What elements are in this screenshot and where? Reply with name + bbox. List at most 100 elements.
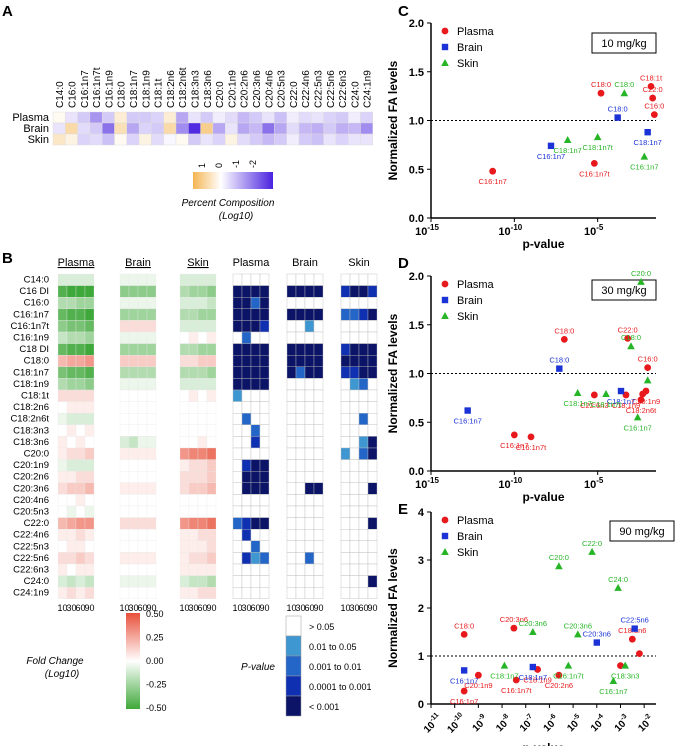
panel-b-p-cell: [295, 459, 306, 472]
panel-b-p-cell: [340, 494, 351, 507]
panel-b-p-cell: [259, 447, 270, 460]
point-label: C16:1n7: [478, 177, 506, 186]
point-label: C16:1n7t: [579, 169, 610, 178]
legend-label: Plasma: [457, 26, 495, 38]
panel-b-fc-cell: [66, 297, 77, 309]
panel-a-cell: [175, 122, 189, 135]
panel-b-fc-cell: [188, 389, 199, 402]
panel-b-fc-cell: [84, 273, 95, 286]
panel-b-fc-cell: [179, 459, 190, 472]
panel-b-p-cell: [349, 308, 360, 321]
panel-b-p-cell: [340, 552, 351, 565]
panel-b-p-cell: [349, 297, 360, 310]
legend-marker: [441, 296, 449, 304]
panel-b-p-cell: [259, 529, 270, 542]
panel-b-p-cell: [358, 540, 369, 553]
panel-b-fc-cell: [206, 540, 217, 553]
panel-b-row-label: C16:1n9: [13, 333, 49, 344]
panel-b-p-legend-label: < 0.001: [309, 702, 339, 712]
panel-b-p-cell: [304, 273, 315, 286]
panel-b-p-cell: [313, 563, 324, 576]
panel-b-p-cell: [286, 505, 297, 518]
panel-b-p-cell: [340, 424, 351, 437]
data-point: [489, 167, 497, 175]
panel-a-cell: [65, 133, 78, 146]
panel-a-col-label: C18:2n6t: [178, 67, 189, 108]
panel-b-fc-cell: [75, 540, 86, 553]
panel-b-p-cell: [241, 413, 252, 426]
panel-a-cell: [348, 122, 361, 135]
panel-b-p-cell: [250, 308, 261, 321]
panel-b-fc-cell: [206, 366, 217, 379]
panel-b-fc-cell: [137, 459, 148, 472]
panel-b-fc-cell: [119, 308, 130, 321]
panel-b-p-cell: [286, 436, 297, 449]
panel-b-fc-cell: [57, 459, 68, 472]
panel-b-p-cell: [304, 331, 315, 344]
panel-b-dose-label: 60: [137, 603, 147, 613]
panel-b-p-cell: [313, 320, 324, 333]
point-label: C16:1n7: [623, 423, 651, 432]
x-tick-label: 10-8: [493, 713, 515, 735]
panel-b-fc-legend-bar: [126, 613, 140, 709]
panel-b-p-cell: [358, 378, 369, 391]
panel-b-fc-cell: [84, 540, 95, 553]
point-label: C18:1n7: [633, 138, 661, 147]
point-label: C18:1n7: [553, 146, 581, 155]
panel-b-fc-cell: [197, 436, 208, 449]
panel-b-p-cell: [232, 308, 243, 321]
panel-b-p-cell: [313, 505, 324, 518]
data-point: [474, 671, 482, 679]
panel-b-p-cell: [295, 273, 306, 286]
data-point: [621, 661, 630, 669]
legend-marker: [441, 280, 449, 288]
panel-b-p-cell: [295, 482, 306, 495]
point-label: C16:1n7t: [553, 672, 584, 681]
panel-b-fc-cell: [146, 563, 157, 576]
panel-a-col-label: C20:2n6: [240, 70, 251, 108]
panel-b-fc-cell: [119, 424, 130, 437]
panel-b-dose-label: 60: [197, 603, 207, 613]
panel-b-row-label: C22:4n6: [13, 530, 49, 541]
panel-b-fc-cell: [179, 355, 190, 367]
point-label: C22:5n6: [621, 616, 649, 625]
panel-b-p-cell: [367, 273, 378, 286]
panel-a-row-label: Plasma: [12, 112, 50, 124]
panel-b-p-cell: [340, 389, 351, 402]
panel-b-fc-cell: [128, 401, 139, 414]
x-tick-exponent: -2: [643, 713, 652, 722]
panel-b-fc-cell: [197, 413, 208, 425]
x-tick-label: 10-15: [415, 223, 439, 238]
panel-b-row-label: C20:2n6: [13, 472, 49, 483]
panel-b-p-cell: [367, 389, 378, 402]
panel-b-p-cell: [304, 424, 315, 437]
panel-b-fc-cell: [66, 482, 77, 495]
panel-b-p-cell: [304, 529, 315, 542]
panel-b-p-cell: [367, 343, 378, 356]
panel-b-p-cell: [358, 366, 369, 379]
panel-b-p-cell: [286, 517, 297, 530]
panel-b-fc-cell: [179, 447, 190, 460]
panel-b-p-cell: [286, 482, 297, 495]
panel-b-fc-cell: [188, 494, 199, 507]
panel-b-row-label: C18:2n6: [13, 402, 49, 413]
panel-a-cell: [138, 133, 152, 146]
panel-b-row-label: C16:1n7: [13, 309, 49, 320]
y-tick-label: 0.5: [409, 164, 424, 176]
panel-b-p-cell: [286, 308, 297, 321]
y-tick-label: 3: [418, 555, 424, 567]
panel-b-fc-cell: [84, 552, 95, 565]
panel-b-fc-cell: [146, 378, 157, 391]
point-label: C20:0: [631, 269, 651, 278]
panel-a-col-label: C20:4n6: [264, 70, 275, 108]
panel-b-p-cell: [232, 529, 243, 542]
panel-b-fc-cell: [57, 366, 68, 379]
panel-b-fc-cell: [57, 575, 68, 588]
panel-b-p-cell: [349, 587, 360, 600]
panel-b-fc-cell: [66, 389, 77, 402]
panel-b-fc-cell: [137, 273, 148, 286]
panel-b-fc-cell: [84, 587, 95, 599]
panel-b-p-cell: [367, 447, 378, 460]
panel-b-fc-cell: [84, 447, 95, 460]
